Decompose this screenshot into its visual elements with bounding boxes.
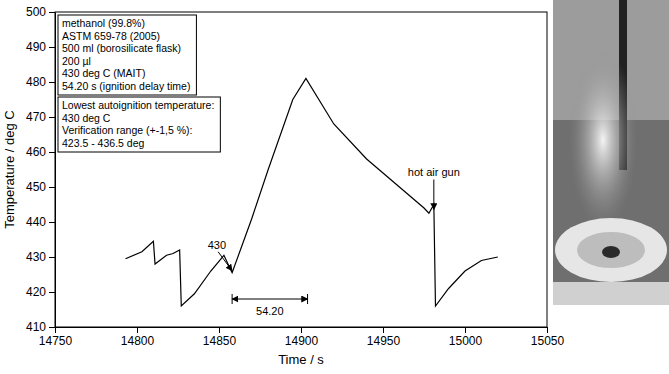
y-tick-line [49,222,55,223]
y-tick-line [49,47,55,48]
y-tick-label: 480 [26,75,46,89]
annotation-arrow [218,252,232,271]
photo-flame [569,50,637,230]
y-tick-label: 420 [26,285,46,299]
y-tick-label: 410 [26,320,46,334]
annotation-arrow [433,180,434,210]
y-tick-label: 440 [26,215,46,229]
y-tick-line [49,327,55,328]
y-axis: 410 420 430 440 450 460 470 480 490 500 [26,5,56,334]
x-tick-label: 14800 [121,334,155,348]
photo-background [553,0,669,305]
y-tick: 440 [26,215,55,229]
y-axis-line [55,13,56,328]
info-text: ASTM 659-78 (2005) [62,30,160,42]
info-text: Verification range (+-1,5 %): [62,124,192,136]
y-tick: 430 [26,250,55,264]
x-tick-line [383,327,384,333]
info-text: methanol (99.8%) [62,17,145,29]
y-tick-line [49,187,55,188]
info-text: 430 deg C [62,112,111,124]
y-tick: 420 [26,285,55,299]
info-text: 423.5 - 436.5 deg [62,137,144,149]
x-tick-line [465,327,466,333]
x-tick-label: 15050 [531,334,565,348]
info-text: Lowest autoignition temperature: [62,99,214,111]
x-tick-line [301,327,302,333]
interval-arrow [232,299,307,300]
x-tick-line [55,327,56,333]
y-tick: 480 [26,75,55,89]
x-tick: 15000 [449,327,483,348]
x-tick: 14850 [203,327,237,348]
photo-heater [555,218,667,282]
x-tick: 14950 [367,327,401,348]
annotation-text: 430 [208,239,226,251]
info-box: methanol (99.8%)ASTM 659-78 (2005)500 ml… [58,15,196,95]
y-tick: 410 [26,320,55,334]
x-tick: 14800 [121,327,155,348]
x-tick-line [547,327,548,333]
y-tick-line [49,152,55,153]
x-tick: 15050 [531,327,565,348]
x-tick: 14900 [285,327,319,348]
x-axis: 14750 14800 14850 14900 14950 15000 15050 [39,327,565,348]
y-tick-line [49,12,55,13]
y-axis-title: Temperature / deg C [2,110,17,229]
info-text: 500 ml (borosilicate flask) [62,42,181,54]
y-tick: 490 [26,40,55,54]
y-tick-line [49,292,55,293]
annotation-text: 54.20 [256,305,284,317]
photo-base [553,282,669,305]
x-tick-line [219,327,220,333]
info-box: Lowest autoignition temperature:430 deg … [58,97,220,152]
info-text: 54.20 s (ignition delay time) [62,80,190,92]
info-text: 430 deg C (MAIT) [62,67,145,79]
x-tick-label: 14750 [39,334,73,348]
info-box-frame [58,97,220,152]
x-axis-title: Time / s [278,352,324,367]
y-tick: 460 [26,145,55,159]
y-tick-label: 500 [26,5,46,19]
info-text: 200 µl [62,55,91,67]
y-tick-label: 460 [26,145,46,159]
plot-frame [55,12,547,327]
y-tick-line [49,82,55,83]
photo-heater-inner [577,232,645,268]
y-tick: 470 [26,110,55,124]
info-box-frame [58,15,196,95]
x-tick-line [137,327,138,333]
y-tick-line [49,257,55,258]
annotation-text: hot air gun [408,166,460,178]
interval-end [232,294,233,304]
y-tick-line [49,117,55,118]
y-tick-label: 430 [26,250,46,264]
y-tick: 450 [26,180,55,194]
x-tick-label: 14900 [285,334,319,348]
annotations: 430 54.20 hot air gun [208,166,460,318]
y-tick-label: 470 [26,110,46,124]
plot: 14750 14800 14850 14900 14950 15000 15050 410 42… [26,5,565,347]
interval-end [307,294,308,304]
chart: 14750 14800 14850 14900 14950 15000 15050 410 42… [0,0,669,374]
y-tick-label: 450 [26,180,46,194]
x-tick-label: 14950 [367,334,401,348]
x-tick-label: 14850 [203,334,237,348]
y-tick-label: 490 [26,40,46,54]
photo [553,0,669,305]
photo-flask-neck [602,246,620,258]
y-tick: 500 [26,5,55,19]
x-tick-label: 15000 [449,334,483,348]
